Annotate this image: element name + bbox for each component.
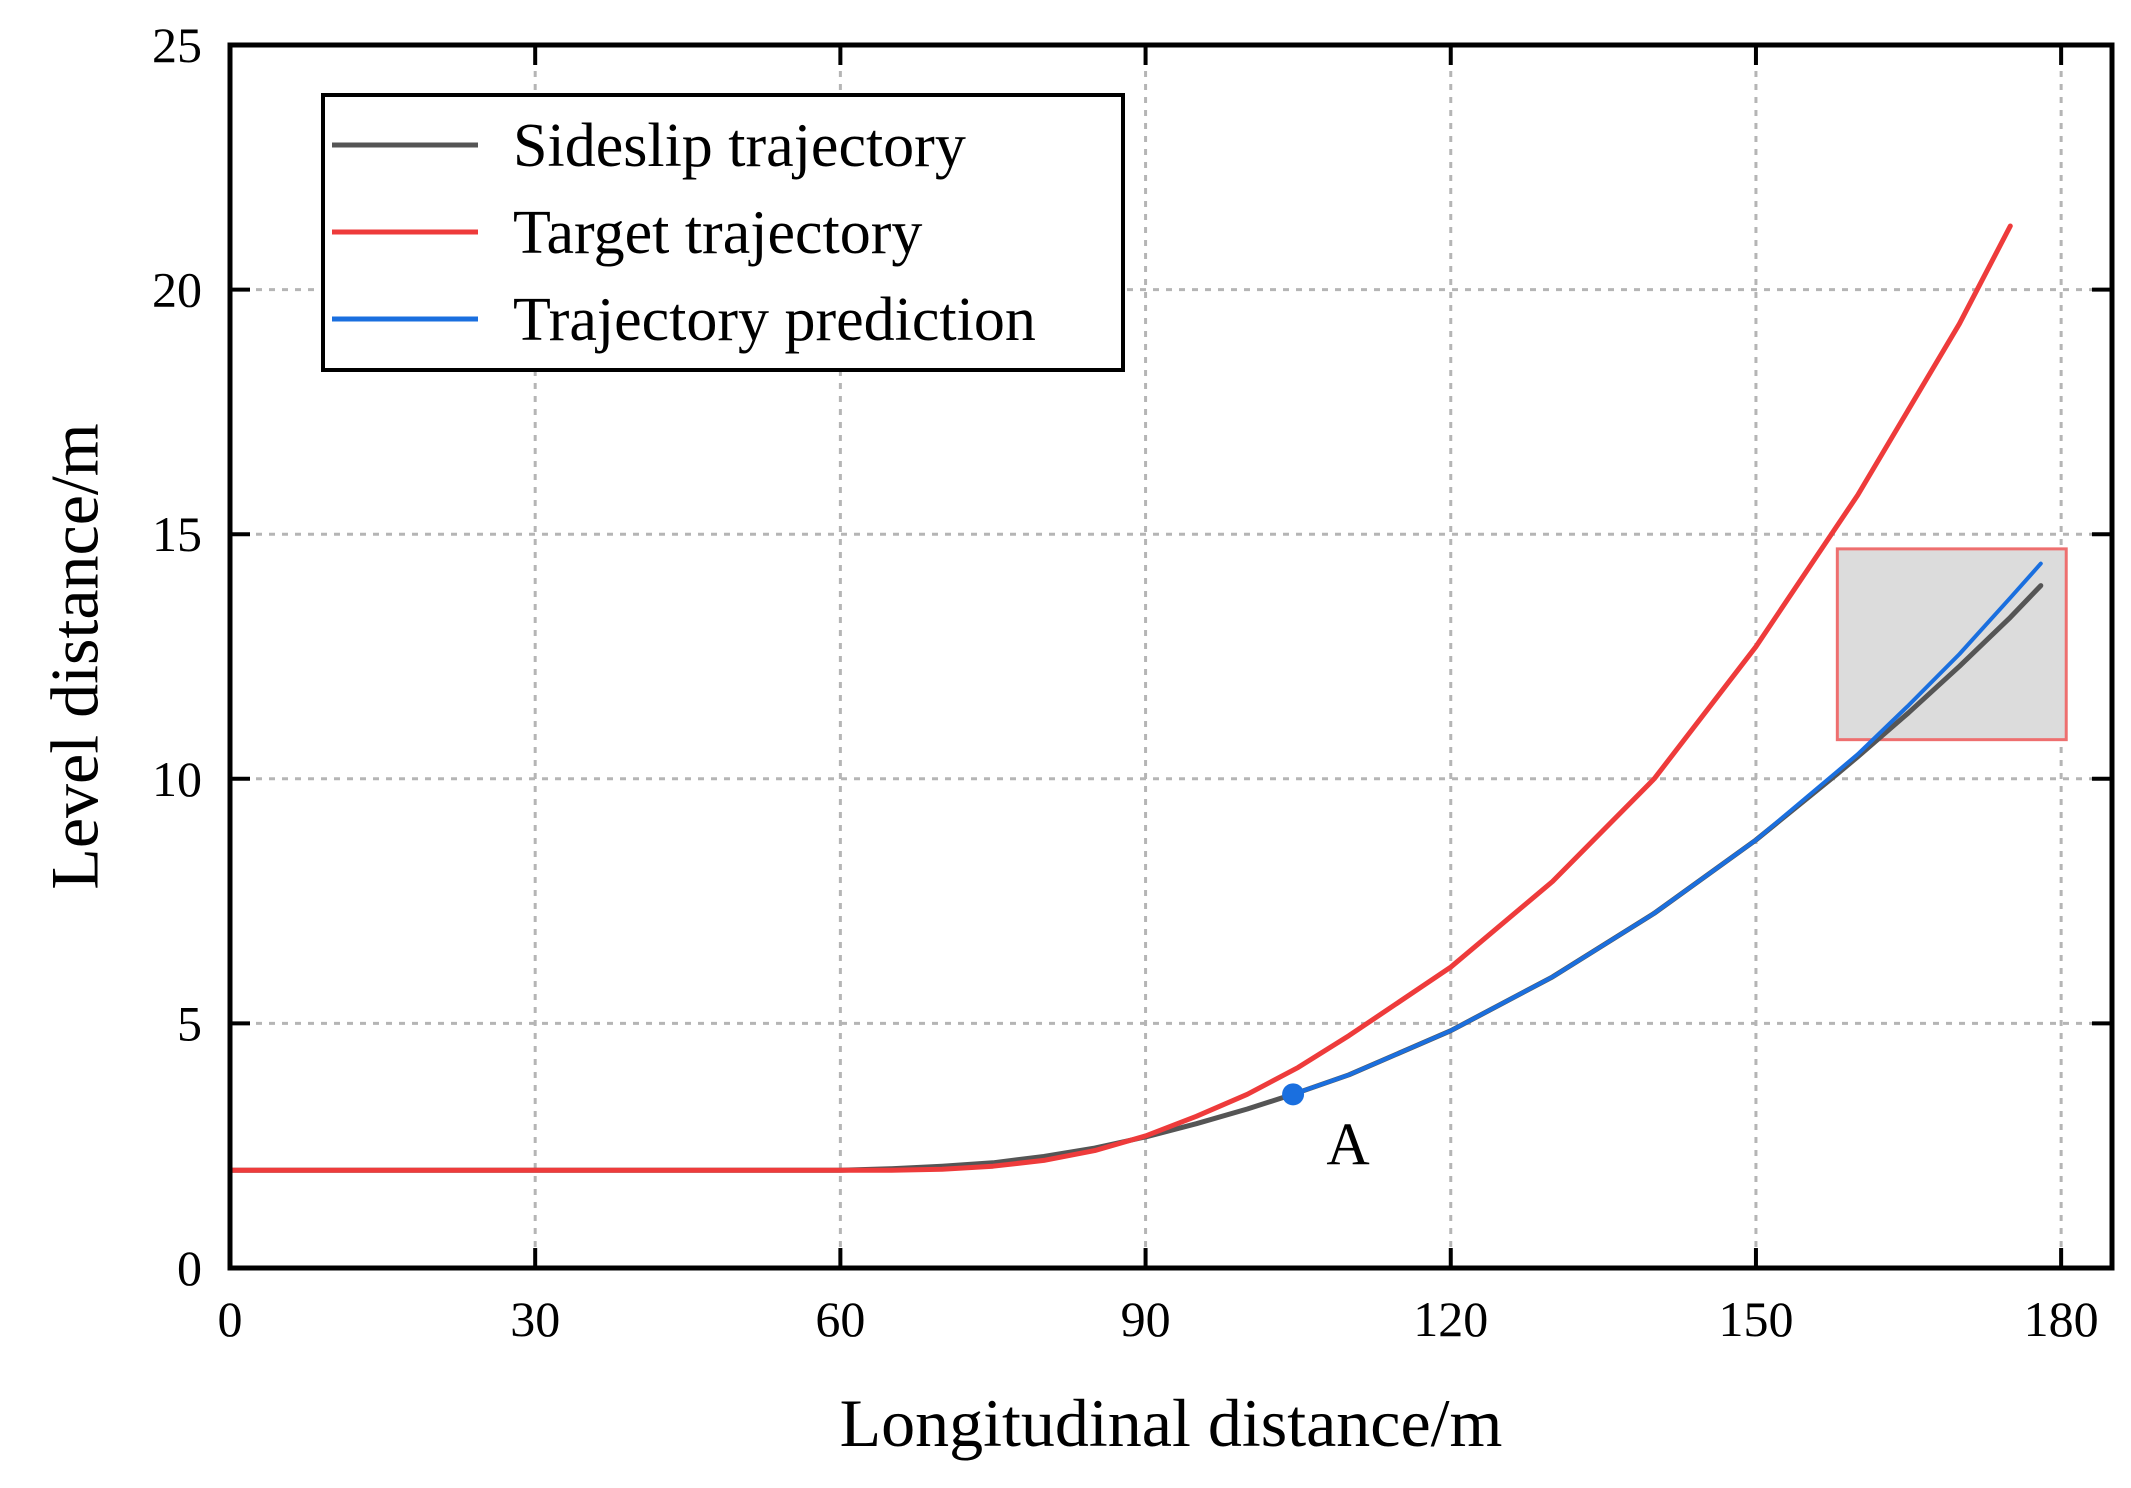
x-tick-label: 120 xyxy=(1413,1291,1488,1347)
series-line-trajectory-prediction xyxy=(1291,561,2043,1097)
annotation-point xyxy=(1282,1083,1305,1106)
plot-frame xyxy=(227,42,2115,1271)
x-axis-title: Longitudinal distance/m xyxy=(840,1385,1503,1461)
legend: Sideslip trajectory Target trajectory Traj… xyxy=(321,93,1125,372)
y-tick-label: 25 xyxy=(152,17,202,73)
legend-label: Target trajectory xyxy=(513,199,922,267)
axis-ticks xyxy=(230,45,2112,1268)
y-tick-label: 5 xyxy=(177,995,202,1051)
highlight-box-group xyxy=(1835,547,2068,742)
y-tick-label: 20 xyxy=(152,262,202,318)
series-line-target-trajectory xyxy=(227,223,2013,1173)
series-line-sideslip-trajectory xyxy=(227,583,2044,1173)
x-tick-label: 180 xyxy=(2024,1291,2099,1347)
legend-label: Trajectory prediction xyxy=(513,286,1036,354)
highlight-box xyxy=(1835,547,2068,742)
x-tick-label: 0 xyxy=(218,1291,243,1347)
tick-labels: 0 30 60 90 120 150 180 0 5 10 15 20 25 xyxy=(152,17,2099,1347)
y-axis-title: Level distance/m xyxy=(37,423,113,889)
y-tick-label: 10 xyxy=(152,751,202,807)
x-tick-label: 60 xyxy=(815,1291,865,1347)
annotation-label: A xyxy=(1326,1111,1369,1177)
annotation-group: A xyxy=(1282,1083,1370,1177)
y-tick-label: 0 xyxy=(177,1240,202,1296)
x-tick-label: 90 xyxy=(1121,1291,1171,1347)
y-tick-label: 15 xyxy=(152,506,202,562)
x-tick-label: 30 xyxy=(510,1291,560,1347)
x-tick-label: 150 xyxy=(1718,1291,1793,1347)
legend-label: Sideslip trajectory xyxy=(513,112,966,180)
